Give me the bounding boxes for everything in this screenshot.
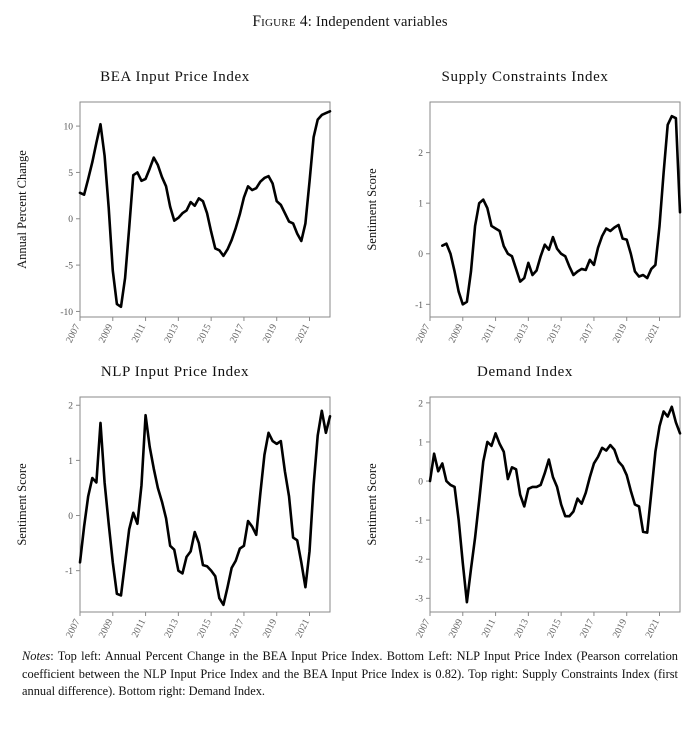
x-tick-label: 2011 — [130, 322, 149, 344]
panel-nlp-input-price-index: NLP Input Price Index -1 0 1 2 2007 2009 2011 2… — [0, 364, 350, 654]
x-tick-label: 2017 — [228, 322, 247, 345]
y-tick-label: -3 — [415, 595, 423, 605]
x-tick-label: 2009 — [97, 322, 116, 345]
y-tick-label: -1 — [65, 567, 73, 577]
notes-text: : Top left: Annual Percent Change in the… — [22, 649, 678, 699]
series-line — [441, 114, 682, 306]
chart-demand-index: -3 -2 -1 0 1 2 2007 2009 2011 2013 2015 2017 2019 202… — [365, 396, 682, 640]
y-axis-label: Annual Percent Change — [15, 150, 29, 269]
panel-title-bea: BEA Input Price Index — [100, 69, 250, 85]
panel-title-supply: Supply Constraints Index — [441, 69, 609, 85]
y-axis-label: Sentiment Score — [15, 463, 29, 546]
x-tick-label: 2015 — [195, 322, 214, 345]
series-line — [428, 405, 682, 604]
panel-demand-index: Demand Index -3 -2 -1 0 1 2 2007 2009 2011 2013 20… — [350, 364, 700, 654]
panel-title-demand: Demand Index — [477, 364, 573, 380]
notes-lead: Notes — [22, 649, 51, 663]
y-tick-label: 0 — [418, 250, 423, 260]
figure-title: Figure 4: Independent variables — [0, 0, 700, 31]
x-tick-label: 2007 — [414, 617, 433, 640]
chart-nlp-input-price-index: -1 0 1 2 2007 2009 2011 2013 2015 2017 2019 2021 Sen… — [15, 396, 332, 640]
x-tick-label: 2021 — [293, 322, 312, 345]
x-tick-label: 2011 — [130, 617, 149, 639]
series-line — [78, 409, 332, 607]
y-tick-label: -2 — [415, 556, 423, 566]
x-tick-label: 2021 — [643, 617, 662, 640]
panel-bea-input-price-index: BEA Input Price Index -10 -5 0 5 10 2007 2009 2… — [0, 69, 350, 359]
y-axis-label: Sentiment Score — [365, 168, 379, 251]
x-tick-label: 2017 — [228, 617, 247, 640]
y-tick-label: 1 — [418, 438, 423, 448]
x-tick-label: 2007 — [64, 322, 83, 345]
x-tick-label: 2019 — [611, 617, 630, 640]
plot-frame — [429, 396, 681, 613]
panel-supply-constraints-index: Supply Constraints Index -1 0 1 2 2007 2009 20… — [350, 69, 700, 359]
x-tick-label: 2017 — [578, 322, 597, 345]
y-tick-label: 2 — [418, 149, 423, 159]
y-tick-label: 0 — [68, 215, 73, 225]
y-tick-label: 2 — [68, 402, 73, 412]
x-tick-label: 2009 — [447, 322, 466, 345]
x-tick-label: 2019 — [261, 617, 280, 640]
x-tick-label: 2019 — [611, 322, 630, 345]
y-axis-label: Sentiment Score — [365, 463, 379, 546]
x-tick-label: 2015 — [545, 322, 564, 345]
y-tick-label: -5 — [65, 262, 73, 272]
y-tick-label: 10 — [64, 122, 74, 132]
x-tick-label: 2007 — [414, 322, 433, 345]
y-tick-label: -10 — [60, 308, 73, 318]
x-tick-label: 2013 — [512, 617, 531, 640]
x-tick-label: 2013 — [162, 322, 181, 345]
x-tick-label: 2011 — [480, 617, 499, 639]
panel-title-nlp: NLP Input Price Index — [100, 364, 250, 380]
x-tick-label: 2021 — [293, 617, 312, 640]
y-tick-label: 0 — [68, 512, 73, 522]
y-tick-label: 5 — [68, 169, 73, 179]
y-tick-label: -1 — [415, 301, 423, 311]
plot-frame — [79, 101, 331, 318]
y-tick-label: 2 — [418, 399, 423, 409]
x-tick-label: 2017 — [578, 617, 597, 640]
x-tick-label: 2011 — [480, 322, 499, 344]
figure-caption: Independent variables — [315, 14, 448, 30]
plot-frame — [79, 396, 331, 613]
x-tick-label: 2009 — [97, 617, 116, 640]
figure-panels: BEA Input Price Index -10 -5 0 5 10 2007 2009 2… — [0, 31, 700, 640]
figure-notes: Notes: Top left: Annual Percent Change i… — [22, 648, 678, 701]
x-tick-label: 2021 — [643, 322, 662, 345]
series-line — [78, 109, 332, 309]
figure-caption-separator: : — [307, 14, 316, 30]
figure-label: Figure 4 — [252, 13, 308, 30]
x-tick-label: 2015 — [545, 617, 564, 640]
y-tick-label: 1 — [68, 457, 73, 467]
x-tick-label: 2013 — [512, 322, 531, 345]
x-tick-label: 2009 — [447, 617, 466, 640]
x-tick-label: 2013 — [162, 617, 181, 640]
y-tick-label: 1 — [418, 200, 423, 210]
chart-bea-input-price-index: -10 -5 0 5 10 2007 2009 2011 2013 2015 2017 2019 202… — [15, 101, 332, 345]
x-tick-label: 2015 — [195, 617, 214, 640]
y-tick-label: -1 — [415, 517, 423, 527]
chart-supply-constraints-index: -1 0 1 2 2007 2009 2011 2013 2015 2017 2019 2021 Sen… — [365, 101, 682, 345]
plot-frame — [429, 101, 681, 318]
y-tick-label: 0 — [418, 477, 423, 487]
x-tick-label: 2019 — [261, 322, 280, 345]
x-tick-label: 2007 — [64, 617, 83, 640]
